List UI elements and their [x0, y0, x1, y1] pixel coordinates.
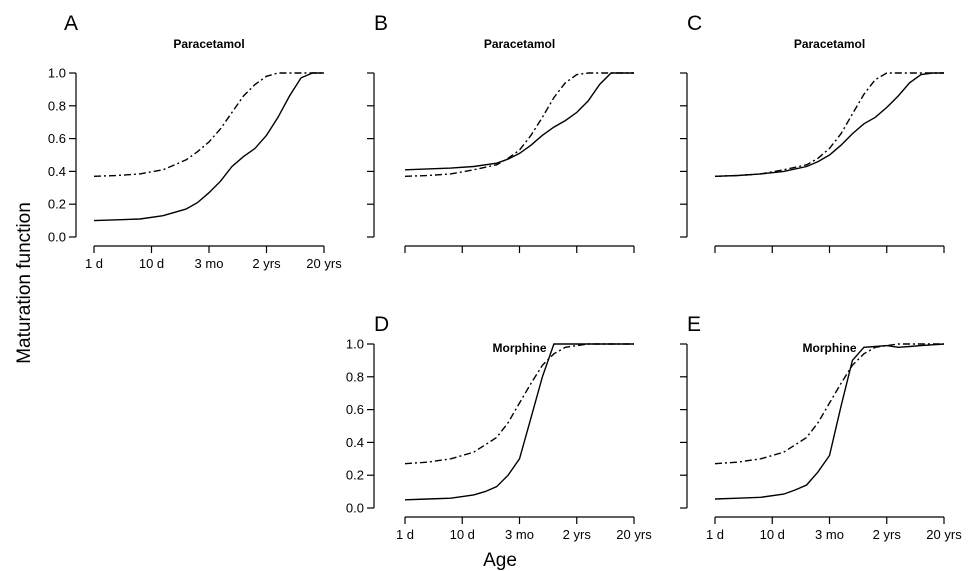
x-tick-label: 1 d [706, 527, 724, 542]
panel-e: E Morphine 1 d 10 d 3 mo 2 yrs 20 yrs [680, 313, 962, 542]
x-tick-label: 10 d [760, 527, 785, 542]
panel-title: Paracetamol [484, 37, 555, 51]
y-tick-label: 0.4 [346, 435, 364, 450]
x-tick-label: 1 d [396, 527, 414, 542]
panel-title: Morphine [803, 341, 857, 355]
y-tick-label: 0.2 [346, 468, 364, 483]
x-tick-label: 3 mo [195, 256, 224, 271]
panel-title: Paracetamol [794, 37, 865, 51]
x-tick-label: 20 yrs [616, 527, 652, 542]
panel-a: A Paracetamol 0.0 0.2 0.4 0.6 0.8 1.0 1 d 10 d 3 m… [48, 12, 342, 271]
series-line-solid [404, 72, 634, 171]
y-tick-label: 0.6 [48, 131, 66, 146]
y-tick-label: 0.6 [346, 402, 364, 417]
panel-letter: E [687, 313, 701, 336]
y-tick-label: 0.2 [48, 197, 66, 212]
series-line-dashdot [404, 72, 634, 177]
y-tick-label: 1.0 [346, 337, 364, 352]
x-tick-label: 2 yrs [252, 256, 281, 271]
x-tick-label: 20 yrs [306, 256, 342, 271]
x-tick-label: 2 yrs [873, 527, 902, 542]
series-line-dashdot [404, 343, 634, 465]
x-tick-label: 20 yrs [926, 527, 962, 542]
panel-letter: D [374, 313, 389, 336]
panel-c: C Paracetamol [680, 12, 945, 253]
y-tick-label: 0.0 [48, 230, 66, 245]
x-tick-label: 3 mo [505, 527, 534, 542]
panel-letter: C [687, 12, 702, 35]
y-tick-label: 0.4 [48, 164, 66, 179]
x-tick-label: 2 yrs [563, 527, 592, 542]
x-tick-label: 10 d [139, 256, 164, 271]
panel-b: B Paracetamol [367, 12, 635, 253]
series-line-solid [404, 343, 634, 501]
y-axis-title: Maturation function [14, 202, 35, 364]
x-tick-label: 10 d [450, 527, 475, 542]
panel-d: D Morphine 0.0 0.2 0.4 0.6 0.8 1.0 1 d 10 d 3 mo 2 … [346, 313, 652, 542]
series-line-solid [714, 343, 945, 500]
panel-letter: A [64, 12, 78, 35]
panel-letter: B [374, 12, 388, 35]
y-tick-label: 0.8 [346, 369, 364, 384]
y-tick-label: 0.0 [346, 501, 364, 516]
series-line-dashdot [93, 72, 324, 177]
panel-title: Morphine [493, 341, 547, 355]
y-tick-label: 0.8 [48, 98, 66, 113]
series-line-solid [93, 72, 324, 222]
series-line-solid [714, 72, 944, 177]
series-line-dashdot [714, 343, 944, 465]
x-axis-title: Age [483, 550, 517, 571]
panel-title: Paracetamol [173, 37, 244, 51]
x-tick-label: 1 d [85, 256, 103, 271]
series-line-dashdot [714, 72, 944, 177]
y-tick-label: 1.0 [48, 66, 66, 81]
x-tick-label: 3 mo [815, 527, 844, 542]
